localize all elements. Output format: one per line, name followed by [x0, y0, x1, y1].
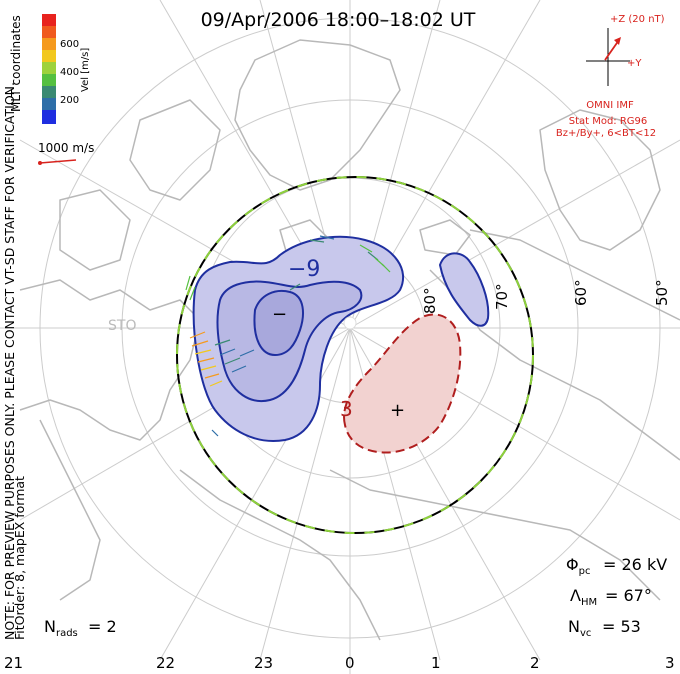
positive-cell-marker: +: [390, 400, 405, 421]
velocity-vector: [231, 365, 247, 373]
nrads-symbol: Nrads: [44, 617, 78, 639]
contour-label-negative: −9: [288, 257, 320, 282]
velocity-vector: [289, 283, 301, 291]
lambda-hm-value: = 67°: [605, 586, 652, 605]
colorbar-swatch: [42, 50, 56, 62]
velocity-vector: [191, 340, 209, 347]
colorbar-swatch: [42, 62, 56, 74]
velocity-vector: [185, 275, 191, 291]
velocity-vector: [189, 331, 206, 339]
velocity-vector: [359, 244, 373, 253]
coastline-greenland: [234, 39, 401, 191]
colorbar-tick-label: 400: [60, 67, 79, 78]
station-label: STO: [108, 318, 136, 334]
contour-label-positive: 3: [340, 397, 353, 421]
mlt-line: [349, 139, 680, 329]
mlt-label-3: 3: [665, 654, 675, 672]
imf-model-label: Stat Mod: RG96: [569, 116, 648, 127]
velocity-vector: [194, 349, 212, 355]
coastline-hudson: [39, 419, 101, 601]
colorbar-swatch: [42, 26, 56, 38]
colorbar-title: Vel [m/s]: [80, 48, 91, 92]
nrads-value: = 2: [88, 617, 117, 636]
velocity-colorbar: 600 400 200 Vel [m/s]: [42, 14, 91, 124]
imf-vector-arrowhead: [614, 37, 621, 45]
map-title: 09/Apr/2006 18:00–18:02 UT: [201, 9, 476, 31]
mlt-label-21: 21: [4, 654, 23, 672]
phi-pc-symbol: Φpc: [566, 555, 590, 577]
fit-order-label: FitOrder: 8, mapEX format: [12, 476, 27, 640]
pole-marker: [343, 316, 357, 330]
colorbar-swatch: [42, 14, 56, 26]
imf-source-label: OMNI IMF: [586, 100, 634, 111]
velocity-vectors: [185, 235, 391, 437]
coastlines: [19, 39, 680, 641]
velocity-vector: [219, 348, 236, 356]
mlt-label-22: 22: [156, 654, 175, 672]
velocity-vector: [200, 365, 217, 371]
colorbar-swatch: [42, 98, 56, 110]
mlt-label-2: 2: [530, 654, 540, 672]
velocity-vector: [381, 263, 391, 273]
imf-condition-label: Bz+/By+, 6<BT<12: [556, 128, 656, 139]
mlt-label-23: 23: [254, 654, 273, 672]
colorbar-tick-label: 600: [60, 39, 79, 50]
scale-vector: [39, 159, 77, 164]
vector-group-west: [185, 275, 255, 437]
nvc-symbol: Nvc: [568, 617, 591, 639]
imf-z-label: +Z (20 nT): [610, 14, 665, 25]
velocity-vector: [214, 339, 231, 346]
lat-label-50: 50°: [653, 279, 671, 306]
mlt-label-1: 1: [431, 654, 441, 672]
velocity-vector: [239, 349, 255, 357]
coastline-canada-arctic: [129, 99, 221, 201]
mlt-axis: 21 22 23 0 1 2 3: [4, 654, 675, 672]
colorbar-swatch: [42, 110, 56, 124]
colorbar-swatch: [42, 86, 56, 98]
mlt-label-0: 0: [345, 654, 355, 672]
negative-cell-inner: [253, 290, 304, 357]
vector-group-north: [289, 235, 391, 291]
negative-cell-marker: −: [272, 304, 287, 325]
lat-label-60: 60°: [572, 279, 590, 306]
imf-y-label: +Y: [627, 58, 642, 69]
negative-cell-blob: [438, 252, 490, 327]
velocity-vector: [197, 357, 215, 363]
velocity-vector: [209, 380, 223, 387]
coordinates-label: MLT coordinates: [9, 15, 23, 112]
velocity-vector: [204, 373, 220, 379]
positive-cell: [343, 313, 462, 454]
colorbar-swatch: [42, 38, 56, 50]
velocity-vector: [189, 286, 196, 301]
lat-label-80: 80°: [421, 287, 439, 314]
hm-boundary-green: [176, 176, 534, 534]
lambda-hm-symbol: ΛHM: [570, 586, 597, 608]
velocity-vector: [211, 429, 219, 437]
phi-pc-value: = 26 kV: [603, 555, 667, 574]
preview-note: NOTE: FOR PREVIEW PURPOSES ONLY. PLEASE …: [2, 82, 17, 640]
imf-vector: [604, 39, 620, 61]
colorbar-swatch: [42, 74, 56, 86]
lat-label-70: 70°: [493, 283, 511, 310]
velocity-vector: [309, 239, 325, 243]
imf-dial: +Z (20 nT) +Y OMNI IMF Stat Mod: RG96 Bz…: [556, 14, 665, 139]
coastline-scandinavia: [539, 109, 661, 251]
coastline-alaska: [179, 469, 381, 641]
nvc-value: = 53: [602, 617, 641, 636]
coastline-baffin: [59, 189, 131, 271]
mlt-line: [259, 327, 351, 661]
colorbar-tick-label: 200: [60, 95, 79, 106]
velocity-vector: [224, 357, 241, 365]
velocity-vector: [319, 235, 335, 240]
stats-panel: Φpc = 26 kV ΛHM = 67° Nvc = 53 Nrads = 2: [44, 555, 667, 639]
scale-vector-label: 1000 m/s: [38, 141, 94, 155]
coastline-siberia: [329, 469, 661, 601]
coastline-canada-coast: [19, 279, 201, 441]
